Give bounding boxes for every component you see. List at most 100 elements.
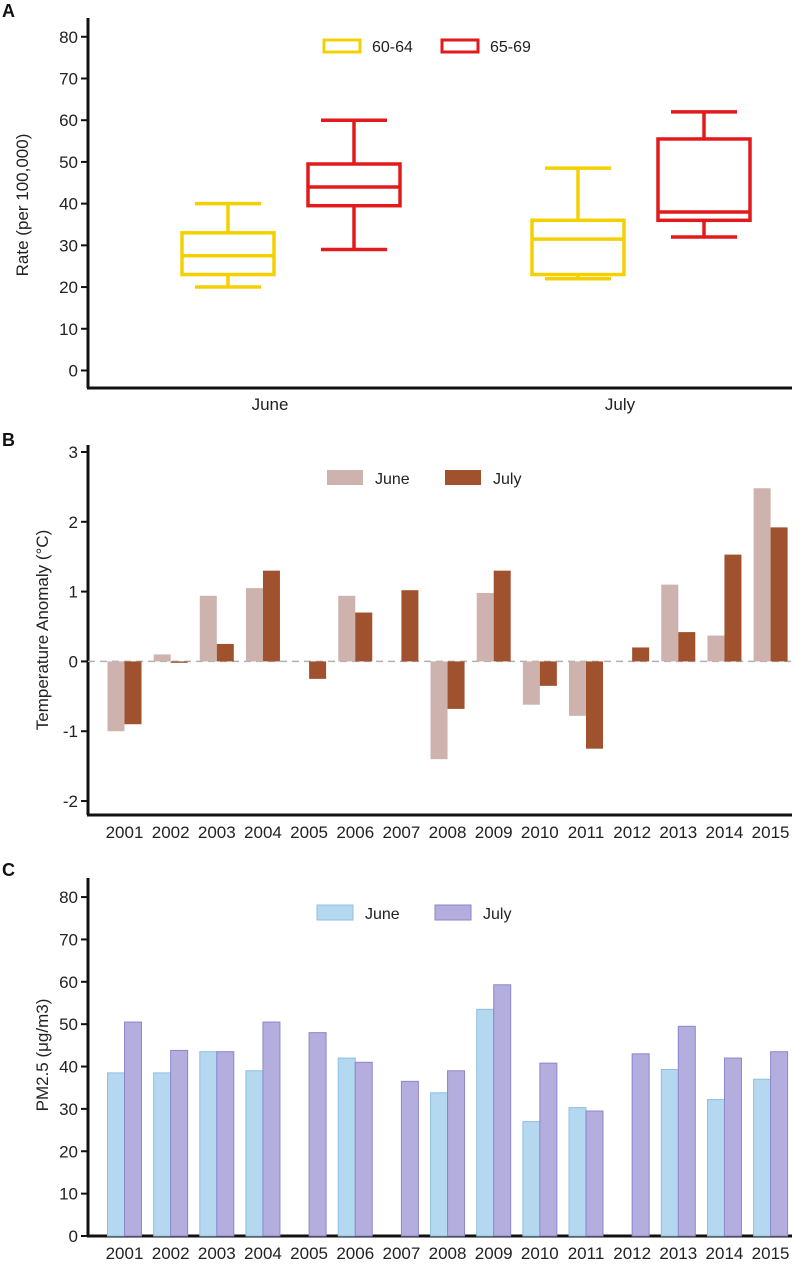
x-tick-label: 2007: [382, 823, 420, 842]
x-tick-label: 2013: [659, 1244, 697, 1263]
bar-june-2008: [430, 1092, 449, 1237]
bar-june-2004: [245, 1070, 264, 1237]
x-tick-label: 2009: [475, 1244, 513, 1263]
x-tick-label: 2014: [706, 1244, 744, 1263]
y-tick-label: 20: [59, 1142, 78, 1161]
y-tick-label: 70: [59, 69, 78, 88]
legend-swatch-65-69: [440, 38, 480, 54]
legend-label-June: June: [375, 471, 410, 488]
legend-label-July: July: [493, 471, 521, 488]
x-tick-label: 2005: [290, 1244, 328, 1263]
bar-june-2004: [245, 588, 263, 662]
bar-july-2007: [400, 1080, 419, 1237]
bar-july-2005: [308, 1032, 327, 1237]
y-tick-label: 50: [59, 1015, 78, 1034]
y-tick-label: 0: [69, 361, 78, 380]
y-tick-label: -2: [63, 792, 78, 811]
bar-june-2006: [338, 595, 356, 662]
bar-june-2015: [753, 488, 771, 662]
bar-july-2011: [585, 1110, 604, 1237]
bar-july-2008: [447, 661, 465, 709]
legend-swatch-June: [327, 470, 363, 485]
legend-swatch-June: [316, 904, 354, 921]
y-tick-label: 80: [59, 28, 78, 47]
panel-c-pm25: C 0 10 20 30 40 50 60 70 80 PM2.5 (μg/m3) 2001 2002…: [2, 860, 792, 1263]
x-tick-label: 2014: [706, 823, 744, 842]
y-tick-label: 0: [69, 1227, 78, 1246]
x-tick-label: 2003: [198, 823, 236, 842]
bar-june-2013: [660, 1068, 679, 1237]
bar-july-2004: [262, 570, 280, 662]
bar-july-2010: [539, 1062, 558, 1237]
y-tick-label: -1: [63, 722, 78, 741]
panel-a-boxplot: A 0 10 20 30 40 50 60 70 80 Rate (per 100,000) Jun…: [2, 1, 792, 414]
panel-letter-a: A: [2, 1, 15, 21]
bar-july-2009: [493, 570, 511, 662]
y-tick-label: 40: [59, 195, 78, 214]
legend-swatch-July: [434, 904, 472, 921]
x-tick-label: 2001: [106, 1244, 144, 1263]
bar-july-2010: [539, 661, 557, 686]
y-tick-label: 30: [59, 236, 78, 255]
bar-june-2008: [430, 661, 448, 760]
y-tick-label: 50: [59, 153, 78, 172]
bar-july-2012: [632, 647, 650, 662]
bar-july-2006: [354, 1061, 373, 1237]
legend-swatch-60-64: [322, 38, 362, 54]
bar-june-2015: [753, 1078, 772, 1237]
y-tick-label: 10: [59, 1185, 78, 1204]
panel-letter-b: B: [2, 430, 15, 450]
bar-june-2003: [199, 595, 217, 662]
box-60-64-June: [180, 201, 276, 289]
bar-june-2011: [568, 1107, 587, 1237]
bar-july-2002: [170, 661, 188, 663]
x-tick-label: 2011: [568, 1244, 605, 1263]
bar-june-2014: [706, 1099, 725, 1237]
x-tick-label: 2006: [336, 823, 374, 842]
y-tick-label: 60: [59, 111, 78, 130]
bar-june-2001: [107, 1072, 125, 1237]
x-tick-label: 2004: [244, 823, 282, 842]
x-tick-label: 2005: [290, 823, 328, 842]
x-tick-label: 2015: [752, 823, 790, 842]
legend-label-June: June: [365, 906, 400, 923]
box-iqr: [306, 162, 402, 208]
bar-june-2002: [153, 654, 171, 662]
bar-july-2008: [447, 1070, 466, 1237]
bar-july-2001: [124, 661, 142, 725]
legend-label-July: July: [483, 906, 511, 923]
bar-june-2003: [199, 1051, 218, 1237]
bar-july-2014: [724, 554, 742, 662]
bar-july-2003: [216, 1051, 235, 1237]
y-tick-label: 60: [59, 973, 78, 992]
y-tick-label: 2: [69, 513, 78, 532]
x-tick-label: 2012: [613, 1244, 651, 1263]
bar-july-2013: [677, 1025, 696, 1237]
bar-july-2012: [631, 1053, 650, 1237]
x-tick-label: 2010: [521, 1244, 559, 1263]
legend-label-65-69: 65-69: [490, 39, 531, 56]
y-tick-label: 1: [69, 583, 78, 602]
y-axis-title: Temperature Anomaly (°C): [33, 530, 52, 730]
x-tick-label: 2002: [152, 823, 190, 842]
legend-label-60-64: 60-64: [372, 39, 413, 56]
panel-letter-c: C: [2, 860, 15, 880]
bar-june-2014: [707, 635, 725, 662]
panel-b-temperature-anomaly: B -2 -1 0 1 2 3 Temperature Anomaly (°C) 2001 20…: [2, 430, 792, 842]
x-category-label: June: [252, 395, 289, 414]
box-65-69-June: [306, 118, 402, 252]
y-tick-label: 40: [59, 1058, 78, 1077]
y-tick-label: 3: [69, 443, 78, 462]
box-iqr: [530, 218, 626, 277]
x-tick-label: 2001: [106, 823, 144, 842]
x-tick-label: 2013: [659, 823, 697, 842]
bar-july-2005: [309, 661, 327, 679]
bar-july-2006: [355, 612, 373, 662]
bar-july-2015: [770, 527, 788, 662]
bar-june-2011: [569, 661, 586, 716]
bar-july-2014: [723, 1057, 742, 1237]
x-tick-label: 2008: [429, 1244, 467, 1263]
x-tick-label: 2015: [752, 1244, 790, 1263]
bar-june-2002: [153, 1072, 172, 1237]
